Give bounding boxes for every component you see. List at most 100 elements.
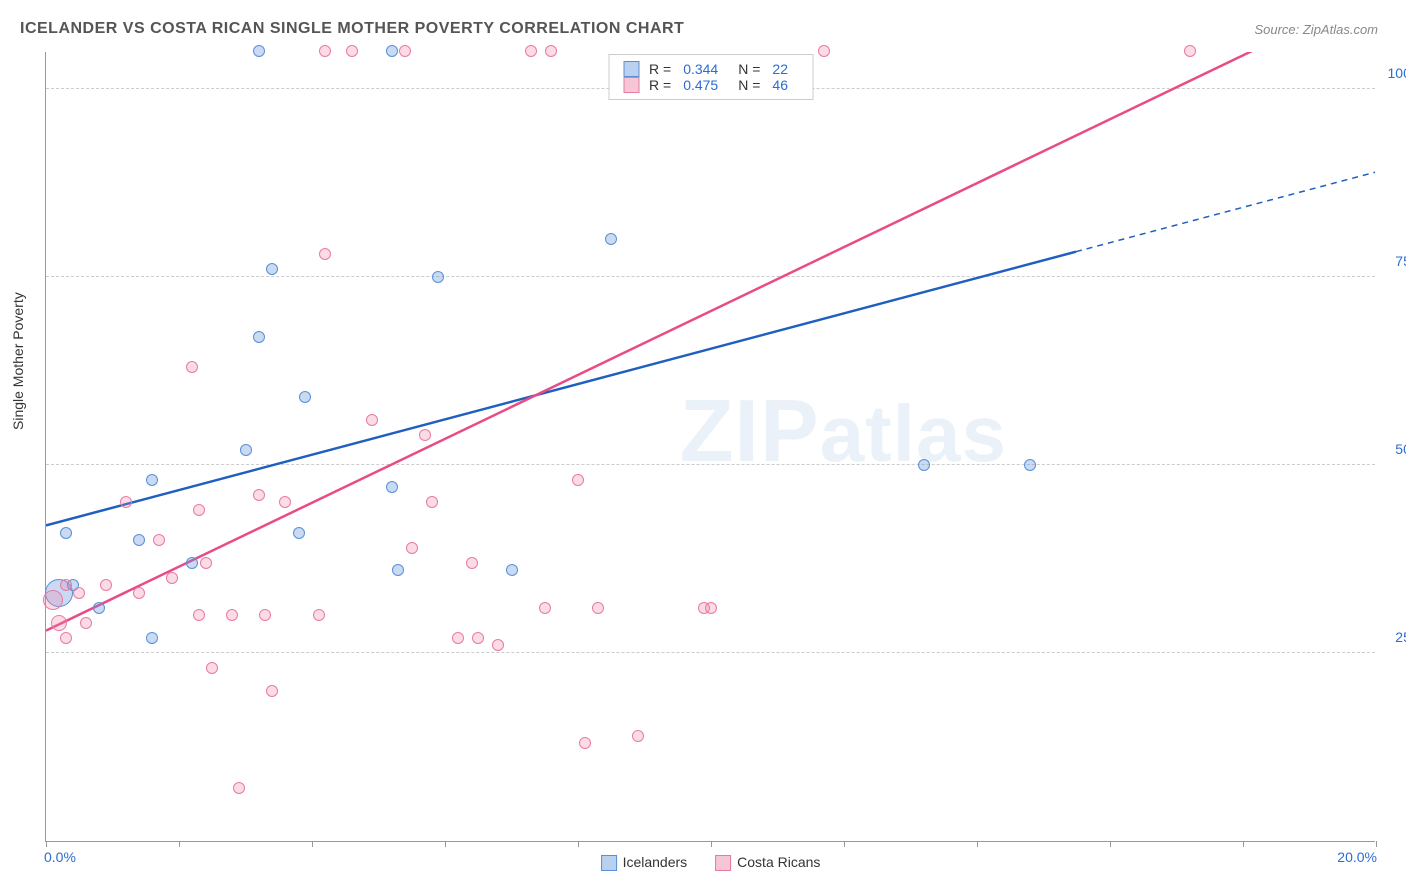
data-point [406,542,418,554]
data-point [253,45,265,57]
gridline [46,464,1375,465]
legend-n-label: N = [738,77,760,93]
data-point [525,45,537,57]
legend-swatch [715,855,731,871]
legend-series: Icelanders Costa Ricans [601,854,821,871]
data-point [253,331,265,343]
data-point [60,579,72,591]
data-point [133,587,145,599]
legend-series-label: Costa Ricans [737,854,820,870]
legend-r-value: 0.475 [683,77,718,93]
data-point [506,564,518,576]
x-tick [312,841,313,847]
data-point [545,45,557,57]
y-tick-label: 75.0% [1379,253,1406,269]
data-point [266,685,278,697]
data-point [60,632,72,644]
data-point [146,632,158,644]
data-point [419,429,431,441]
data-point [572,474,584,486]
data-point [592,602,604,614]
data-point [259,609,271,621]
data-point [153,534,165,546]
source-label: Source: ZipAtlas.com [1254,22,1378,37]
data-point [466,557,478,569]
data-point [605,233,617,245]
x-tick [46,841,47,847]
y-tick-label: 100.0% [1379,65,1406,81]
data-point [133,534,145,546]
data-point [399,45,411,57]
x-tick [1376,841,1377,847]
data-point [193,609,205,621]
legend-swatch [623,61,639,77]
data-point [279,496,291,508]
plot-area: ZIPatlas R =0.344N =22R =0.475N =46 0.0%… [45,52,1375,842]
y-tick-label: 25.0% [1379,629,1406,645]
legend-swatch [623,77,639,93]
x-tick [1110,841,1111,847]
data-point [186,557,198,569]
watermark: ZIPatlas [680,380,1007,482]
legend-n-label: N = [738,61,760,77]
data-point [193,504,205,516]
legend-stats-row: R =0.475N =46 [623,77,798,93]
data-point [346,45,358,57]
data-point [186,361,198,373]
data-point [452,632,464,644]
data-point [319,45,331,57]
data-point [240,444,252,456]
data-point [299,391,311,403]
x-tick [578,841,579,847]
data-point [918,459,930,471]
legend-series-item: Icelanders [601,854,688,871]
x-tick [445,841,446,847]
data-point [43,590,63,610]
data-point [392,564,404,576]
data-point [93,602,105,614]
x-tick [977,841,978,847]
legend-stats-row: R =0.344N =22 [623,61,798,77]
data-point [146,474,158,486]
x-axis-min-label: 0.0% [44,849,76,865]
legend-series-item: Costa Ricans [715,854,820,871]
x-tick [179,841,180,847]
chart-title: ICELANDER VS COSTA RICAN SINGLE MOTHER P… [20,20,684,38]
gridline [46,276,1375,277]
data-point [432,271,444,283]
data-point [705,602,717,614]
data-point [472,632,484,644]
data-point [1184,45,1196,57]
data-point [120,496,132,508]
data-point [233,782,245,794]
data-point [80,617,92,629]
data-point [100,579,112,591]
data-point [426,496,438,508]
data-point [206,662,218,674]
legend-n-value: 22 [772,61,788,77]
x-tick [711,841,712,847]
data-point [539,602,551,614]
data-point [200,557,212,569]
legend-series-label: Icelanders [623,854,688,870]
data-point [226,609,238,621]
x-axis-max-label: 20.0% [1337,849,1377,865]
data-point [386,45,398,57]
x-tick [1243,841,1244,847]
data-point [492,639,504,651]
data-point [1024,459,1036,471]
data-point [313,609,325,621]
data-point [818,45,830,57]
data-point [60,527,72,539]
correlation-chart: ICELANDER VS COSTA RICAN SINGLE MOTHER P… [0,0,1406,892]
data-point [166,572,178,584]
gridline [46,652,1375,653]
data-point [266,263,278,275]
legend-swatch [601,855,617,871]
legend-r-label: R = [649,77,671,93]
data-point [319,248,331,260]
x-tick [844,841,845,847]
data-point [366,414,378,426]
data-point [293,527,305,539]
y-axis-label: Single Mother Poverty [10,292,26,430]
